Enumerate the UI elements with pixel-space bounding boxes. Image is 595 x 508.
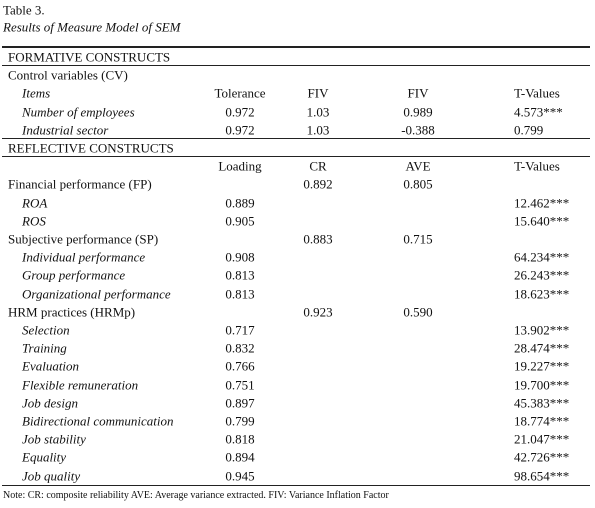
item-label: Job design xyxy=(22,395,78,411)
cell: 19.227*** xyxy=(514,358,570,374)
item-label: Training xyxy=(22,340,67,356)
table-subtitle: Results of Measure Model of SEM xyxy=(3,19,181,35)
cell: 0.897 xyxy=(225,395,255,411)
section-heading: REFLECTIVE CONSTRUCTS xyxy=(8,140,174,156)
cell: 64.234*** xyxy=(514,249,570,265)
cell: 45.383*** xyxy=(514,395,570,411)
cell: 1.03 xyxy=(306,122,330,138)
item-label: Job stability xyxy=(22,431,86,447)
note: Note: CR: composite reliability AVE: Ave… xyxy=(3,490,389,501)
cell: 0.590 xyxy=(403,304,433,320)
cell: 0.908 xyxy=(225,249,255,265)
cell: 0.799 xyxy=(514,122,544,138)
item-label: Organizational performance xyxy=(22,286,171,302)
item-label: ROS xyxy=(22,213,46,229)
group-label: Financial performance (FP) xyxy=(8,176,152,192)
item-label: Equality xyxy=(22,449,67,465)
rule xyxy=(2,65,590,66)
cell: 0.805 xyxy=(403,176,433,192)
rule xyxy=(2,46,590,48)
cell: 0.892 xyxy=(303,176,333,192)
rule xyxy=(2,485,590,486)
rule xyxy=(2,138,590,139)
cell: 1.03 xyxy=(306,104,330,120)
cell: 0.894 xyxy=(225,449,255,465)
cell: 12.462*** xyxy=(514,195,570,211)
item-label: Evaluation xyxy=(22,358,80,374)
item-label: Number of employees xyxy=(22,104,135,120)
cell: 0.889 xyxy=(225,195,255,211)
column-header: FIV xyxy=(307,85,329,101)
item-label: Group performance xyxy=(22,267,126,283)
cell: 19.700*** xyxy=(514,377,570,393)
cell: 0.813 xyxy=(225,286,255,302)
item-label: Individual performance xyxy=(22,249,146,265)
cell: 0.717 xyxy=(225,322,255,338)
column-header: AVE xyxy=(405,158,431,174)
cell: 28.474*** xyxy=(514,340,570,356)
cell: 0.766 xyxy=(225,358,255,374)
cell: 0.905 xyxy=(225,213,255,229)
column-header: Loading xyxy=(218,158,262,174)
item-label: Industrial sector xyxy=(22,122,109,138)
cell: 98.654*** xyxy=(514,468,570,484)
cell: 18.774*** xyxy=(514,413,570,429)
group-label: Subjective performance (SP) xyxy=(8,231,159,247)
cell: 13.902*** xyxy=(514,322,570,338)
column-header: T-Values xyxy=(514,85,560,101)
cell: 0.751 xyxy=(225,377,255,393)
cell: 26.243*** xyxy=(514,267,570,283)
cell: 4.573*** xyxy=(514,104,563,120)
item-label: Flexible remuneration xyxy=(22,377,139,393)
column-header: CR xyxy=(309,158,327,174)
cell: 0.813 xyxy=(225,267,255,283)
rule xyxy=(2,156,590,157)
table-title: Table 3. xyxy=(3,2,45,18)
cell: 0.972 xyxy=(225,122,255,138)
item-label: ROA xyxy=(22,195,48,211)
cell: 0.832 xyxy=(225,340,255,356)
column-header: Items xyxy=(22,85,51,101)
cell: 0.799 xyxy=(225,413,255,429)
cell: 0.945 xyxy=(225,468,255,484)
cell: 0.818 xyxy=(225,431,255,447)
cell: 0.715 xyxy=(403,231,433,247)
cell: 18.623*** xyxy=(514,286,570,302)
cell: 0.972 xyxy=(225,104,255,120)
column-header: FIV xyxy=(407,85,429,101)
cell: 15.640*** xyxy=(514,213,570,229)
section-heading: FORMATIVE CONSTRUCTS xyxy=(8,49,171,65)
column-header: Tolerance xyxy=(214,85,266,101)
item-label: Selection xyxy=(22,322,70,338)
group-label: Control variables (CV) xyxy=(8,67,128,83)
cell: 0.989 xyxy=(403,104,433,120)
cell: -0.388 xyxy=(401,122,435,138)
cell: 0.883 xyxy=(303,231,333,247)
group-label: HRM practices (HRMp) xyxy=(8,304,136,320)
column-header: T-Values xyxy=(514,158,560,174)
cell: 0.923 xyxy=(303,304,333,320)
cell: 42.726*** xyxy=(514,449,570,465)
item-label: Job quality xyxy=(22,468,81,484)
item-label: Bidirectional communication xyxy=(22,413,174,429)
cell: 21.047*** xyxy=(514,431,570,447)
